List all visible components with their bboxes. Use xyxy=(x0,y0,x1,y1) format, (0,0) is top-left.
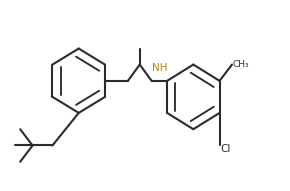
Text: CH₃: CH₃ xyxy=(233,60,249,69)
Text: NH: NH xyxy=(152,63,167,73)
Text: Cl: Cl xyxy=(220,144,231,154)
